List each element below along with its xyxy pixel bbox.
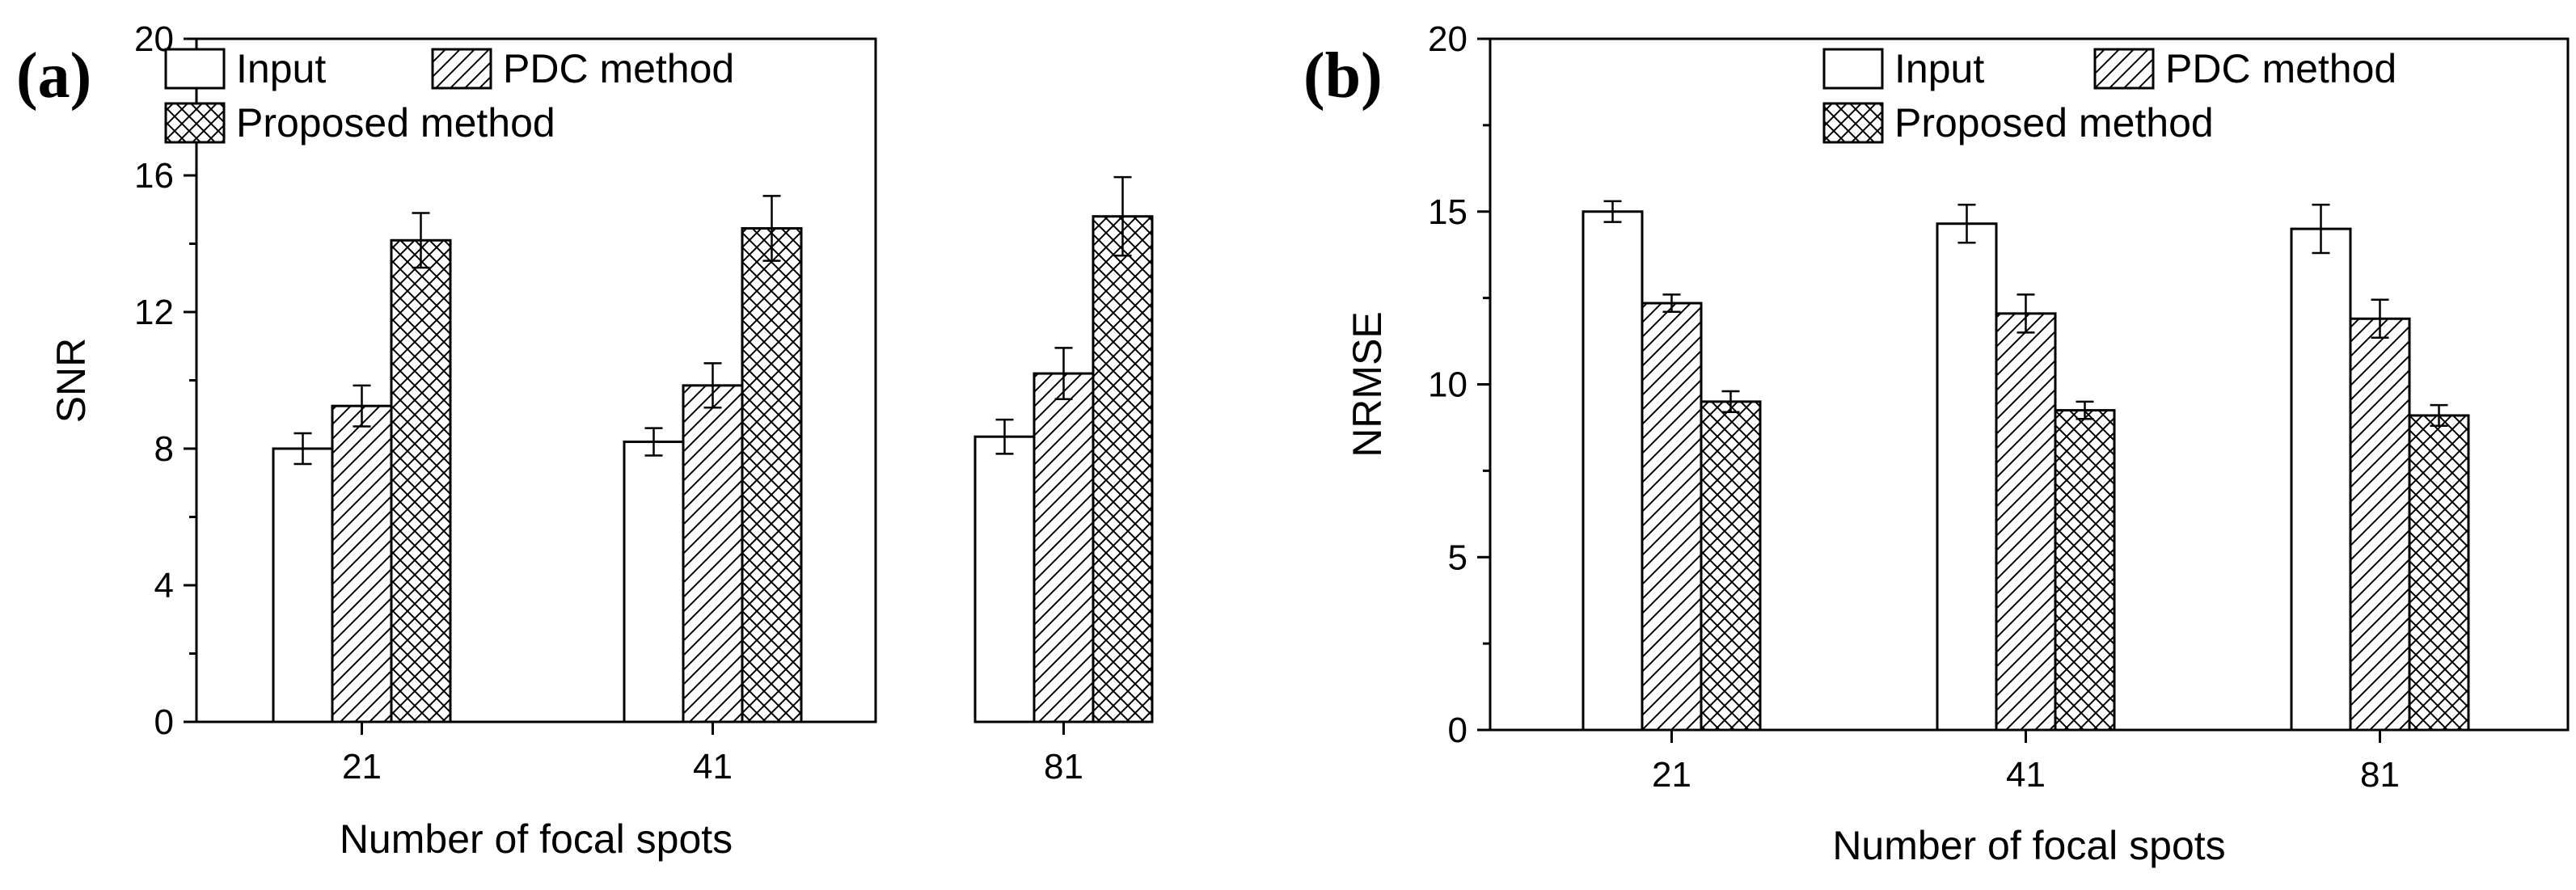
x-tick-label: 21 (342, 747, 382, 787)
bar-proposed-method-21 (390, 238, 452, 723)
error-bar-pdc-method-21 (1662, 293, 1681, 313)
legend-label: Proposed method (236, 100, 555, 146)
bar-proposed-method-41 (2054, 409, 2116, 732)
legend-label: Input (236, 46, 326, 91)
bar-proposed-method-41 (741, 226, 803, 723)
legend-swatch-proposed-method (164, 102, 226, 144)
y-tick-label: 5 (1448, 538, 1467, 577)
error-bar-input-81 (995, 418, 1014, 455)
error-bar-proposed-method-21 (1721, 390, 1740, 413)
panel-b: 21 41 81 0 5 10 15 20 NRMSE Number of focal spots… (1303, 19, 2570, 868)
bar-proposed-method-81 (2408, 414, 2470, 732)
y-tick-label: 15 (1428, 192, 1467, 232)
x-axis-title: Number of focal spots (1832, 823, 2225, 868)
bar-input-81 (973, 435, 1036, 723)
legend-label: PDC method (2165, 46, 2397, 91)
error-bar-input-81 (2312, 203, 2330, 255)
x-axis-title: Number of focal spots (340, 816, 733, 862)
bar-pdc-method-21 (331, 404, 393, 723)
y-tick-label: 8 (154, 429, 174, 469)
y-tick-label: 16 (134, 156, 174, 196)
error-bar-input-21 (293, 432, 312, 466)
x-tick-label: 41 (2006, 755, 2046, 795)
bar-pdc-method-41 (682, 384, 744, 723)
panel-label: (a) (16, 40, 91, 112)
bar-pdc-method-41 (1995, 312, 2057, 732)
legend-label: Proposed method (1894, 100, 2214, 146)
legend-swatch-input (164, 48, 226, 90)
bar-input-41 (623, 441, 685, 723)
error-bar-pdc-method-41 (703, 362, 722, 409)
error-bar-pdc-method-21 (353, 384, 371, 428)
error-bar-input-41 (644, 427, 663, 457)
bar-input-21 (272, 447, 334, 723)
y-tick-label: 10 (1428, 365, 1467, 405)
bar-input-21 (1581, 210, 1644, 732)
y-tick-label: 0 (1448, 711, 1467, 750)
legend-label: Input (1894, 46, 1984, 91)
legend-swatch-pdc-method (2093, 48, 2155, 90)
error-bar-input-21 (1603, 200, 1622, 223)
x-tick-label: 21 (1652, 755, 1691, 795)
bar-input-81 (2290, 227, 2352, 732)
x-tick-label: 81 (1044, 747, 1083, 787)
panel-label: (b) (1303, 40, 1383, 112)
error-bar-pdc-method-41 (2016, 293, 2035, 334)
bar-pdc-method-81 (2349, 317, 2411, 732)
y-axis-title: NRMSE (1345, 311, 1390, 458)
error-bar-proposed-method-41 (762, 195, 781, 262)
legend-swatch-proposed-method (1822, 102, 1884, 144)
bar-pdc-method-81 (1033, 372, 1095, 723)
y-axis-title: SNR (49, 338, 94, 424)
error-bar-proposed-method-81 (1113, 175, 1132, 257)
y-tick-label: 12 (134, 293, 174, 332)
legend-label: PDC method (503, 46, 734, 91)
legend-swatch-pdc-method (431, 48, 492, 90)
error-bar-pdc-method-81 (1054, 347, 1073, 400)
x-tick-label: 41 (693, 747, 733, 787)
error-bar-proposed-method-81 (2430, 403, 2448, 428)
error-bar-proposed-method-21 (412, 212, 430, 269)
bar-proposed-method-21 (1700, 400, 1762, 732)
bar-input-41 (1936, 222, 1998, 732)
legend-swatch-input (1822, 48, 1884, 90)
error-bar-proposed-method-41 (2076, 400, 2094, 420)
y-tick-label: 0 (154, 702, 174, 742)
y-tick-label: 20 (1428, 19, 1467, 59)
error-bar-input-41 (1957, 203, 1976, 244)
bar-proposed-method-81 (1092, 215, 1154, 723)
error-bar-pdc-method-81 (2371, 298, 2389, 340)
y-tick-label: 4 (154, 566, 174, 605)
bar-pdc-method-21 (1641, 302, 1703, 732)
x-tick-label: 81 (2360, 755, 2400, 795)
